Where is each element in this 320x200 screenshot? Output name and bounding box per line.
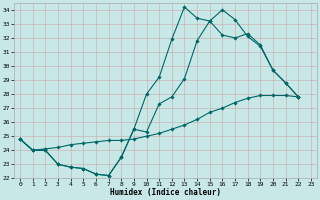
X-axis label: Humidex (Indice chaleur): Humidex (Indice chaleur) bbox=[110, 188, 221, 197]
